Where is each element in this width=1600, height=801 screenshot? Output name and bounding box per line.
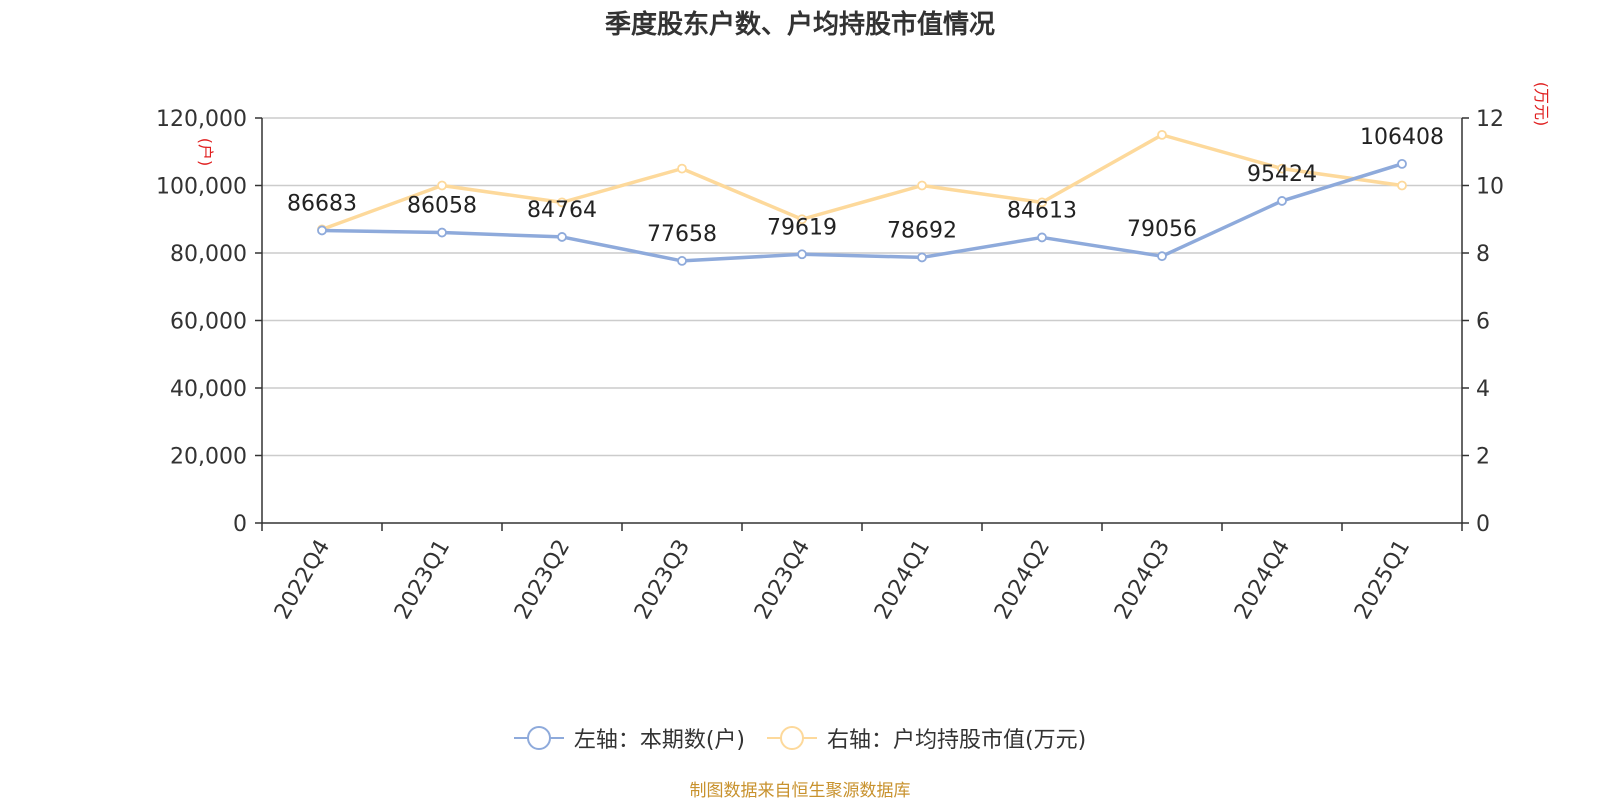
right-axis-tick-label: 10 [1476, 175, 1504, 200]
legend-marker-icon [767, 725, 817, 751]
data-label: 86058 [407, 194, 477, 219]
x-axis-tick-label: 2025Q1 [1350, 536, 1415, 624]
series-point [437, 227, 447, 238]
series-point [1397, 158, 1407, 169]
data-label: 106408 [1360, 125, 1444, 150]
x-axis-tick-label: 2022Q4 [270, 536, 335, 624]
x-axis-tick-label: 2024Q3 [1110, 536, 1175, 624]
series-point [1037, 197, 1047, 208]
x-axis-tick-label: 2024Q1 [870, 536, 935, 624]
right-axis-tick-label: 2 [1476, 445, 1490, 470]
legend-item-left-series[interactable]: 左轴：本期数(户) [513, 722, 745, 754]
left-axis-tick-label: 20,000 [170, 445, 247, 470]
series-point [917, 180, 927, 191]
chart-title: 季度股东户数、户均持股市值情况 [604, 10, 995, 40]
series-point [1277, 196, 1287, 206]
right-axis-tick-label: 8 [1476, 242, 1490, 267]
series-point [797, 214, 807, 225]
left-axis-tick-label: 60,000 [170, 310, 247, 335]
data-label: 84613 [1007, 198, 1077, 223]
x-axis-tick-label: 2023Q1 [390, 536, 455, 624]
left-axis-unit-label: (户) [196, 138, 215, 167]
left-axis-tick-label: 40,000 [170, 377, 247, 402]
series-point [1037, 232, 1047, 243]
x-axis-tick-label: 2024Q4 [1230, 536, 1295, 624]
legend-item-right-series[interactable]: 右轴：户均持股市值(万元) [767, 722, 1086, 754]
x-axis-tick-label: 2023Q4 [750, 536, 815, 624]
series-point [1157, 129, 1167, 140]
data-label: 84764 [527, 198, 597, 223]
data-label: 95424 [1247, 162, 1317, 187]
x-axis-tick-label: 2023Q3 [630, 536, 695, 624]
right-axis-tick-label: 6 [1476, 310, 1490, 335]
left-axis-tick-label: 120,000 [156, 107, 247, 132]
legend-label: 左轴：本期数(户) [573, 728, 745, 753]
left-axis-tick-label: 80,000 [170, 242, 247, 267]
series-point [557, 232, 567, 242]
source-note: 制图数据来自恒生聚源数据库 [689, 781, 911, 801]
series [317, 129, 1407, 266]
series-point [317, 225, 327, 236]
series-point [1277, 163, 1287, 174]
data-label: 78692 [887, 218, 957, 243]
series-point [1157, 251, 1167, 262]
right-axis-tick-label: 0 [1476, 512, 1490, 537]
x-axis-tick-label: 2023Q2 [510, 536, 575, 624]
data-label: 77658 [647, 222, 717, 247]
right-axis-tick-label: 4 [1476, 377, 1490, 402]
data-label: 79619 [767, 215, 837, 240]
grid-lines [262, 117, 1462, 457]
series-point [677, 163, 687, 174]
series-line [321, 162, 1403, 263]
axes: 0 0 20,000 2 40,000 4 60,000 6 80,000 8 100,000 10 1… [156, 82, 1551, 624]
data-labels: 86683 86058 84764 77658 79619 78692 84613 79056… [287, 125, 1444, 247]
left-axis-tick-label: 0 [233, 512, 247, 537]
right-axis-unit-label: (万元) [1532, 82, 1551, 127]
data-label: 86683 [287, 191, 357, 216]
series-point [1397, 180, 1407, 191]
series-point [917, 252, 927, 263]
series-point [437, 180, 447, 191]
left-axis-tick-label: 100,000 [156, 175, 247, 200]
right-axis-tick-label: 12 [1476, 107, 1504, 132]
legend-marker-icon [513, 725, 564, 751]
series-point [557, 197, 567, 208]
series-line [321, 133, 1403, 232]
data-label: 79056 [1127, 217, 1197, 242]
legend-label: 右轴：户均持股市值(万元) [827, 728, 1087, 753]
legend: 左轴：本期数(户) 右轴：户均持股市值(万元) [0, 722, 1600, 754]
x-axis-tick-label: 2024Q2 [990, 536, 1055, 624]
series-point [797, 249, 807, 260]
series-point [677, 256, 687, 266]
